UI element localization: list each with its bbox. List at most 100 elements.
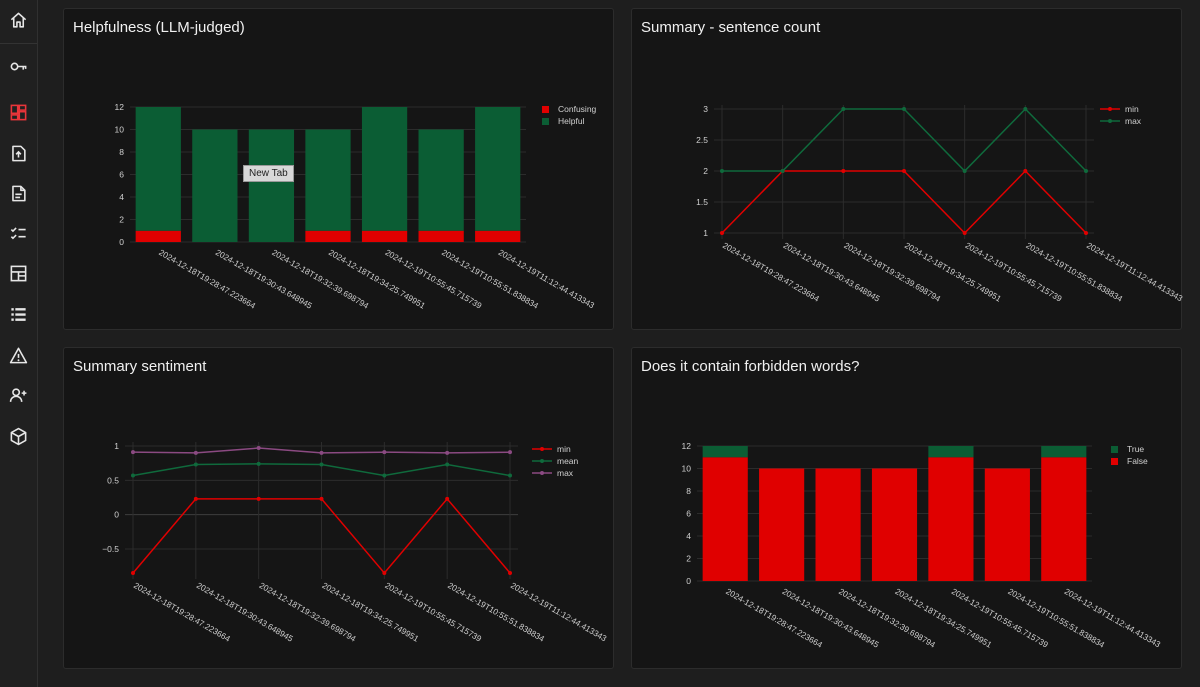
document-icon: [12, 185, 26, 201]
y-tick-label: 0: [686, 576, 691, 586]
nav-alerts[interactable]: [0, 338, 37, 372]
y-tick-label: 6: [686, 509, 691, 519]
panel-title: Does it contain forbidden words?: [641, 358, 860, 375]
bar-confusing: [418, 230, 464, 242]
legend-label: True: [1127, 444, 1144, 454]
point-min: [382, 571, 387, 575]
bar-confusing: [305, 230, 351, 242]
bar-confusing: [135, 230, 181, 242]
legend-label: min: [1125, 104, 1139, 114]
bar-false: [759, 468, 805, 581]
y-tick-label: 2: [119, 215, 124, 225]
point-min: [508, 571, 512, 575]
bar-helpful: [418, 129, 464, 231]
cube-icon: [10, 427, 27, 445]
legend-swatch-marker: [1108, 119, 1112, 123]
panel-title: Helpfulness (LLM-judged): [73, 19, 245, 36]
point-min: [841, 169, 846, 173]
bar-confusing: [475, 230, 521, 242]
x-tick-label: 2024-12-19T10:55:45.715739: [950, 586, 1050, 650]
point-min: [1023, 169, 1028, 173]
point-mean: [319, 462, 324, 467]
point-min: [902, 169, 906, 173]
y-tick-label: 3: [703, 104, 708, 114]
tooltip: New Tab: [243, 165, 294, 182]
legend-label: max: [557, 468, 574, 478]
point-max: [780, 169, 785, 173]
y-tick-label: 2.5: [696, 135, 708, 145]
x-tick-label: 2024-12-19T10:55:51.838834: [1006, 586, 1106, 650]
x-tick-label: 2024-12-19T11:12:44.413343: [1063, 586, 1163, 649]
sentence-count-panel: Summary - sentence count 1 1.5 2 2.5 3 2024-1…: [631, 8, 1183, 330]
point-max: [902, 107, 906, 111]
sentence-count-chart: 11.522.532024-12-18T19:28:47.2236642024-…: [696, 104, 1183, 304]
x-tick-label: 2024-12-19T10:55:45.715739: [384, 247, 484, 311]
nav-home[interactable]: [0, 3, 37, 37]
y-tick-label: 1: [703, 228, 708, 238]
y-tick-label: 12: [115, 102, 125, 112]
point-mean: [131, 473, 135, 478]
bar-false: [1041, 457, 1087, 581]
legend-swatch-marker: [540, 459, 544, 463]
sentiment-chart: −0.500.512024-12-18T19:28:47.2236642024-…: [102, 441, 609, 644]
point-max: [841, 107, 846, 111]
nav-layout[interactable]: [0, 256, 37, 290]
x-tick-label: 2024-12-19T11:12:44.413343: [497, 247, 597, 310]
x-tick-label: 2024-12-18T19:28:47.223664: [157, 247, 257, 311]
sidebar: [0, 0, 38, 687]
layout-icon: [10, 265, 27, 281]
panel-title: Summary sentiment: [73, 358, 207, 375]
sidebar-divider: [0, 43, 37, 44]
bar-false: [702, 457, 748, 581]
point-min: [720, 231, 724, 235]
point-min: [256, 496, 261, 501]
nav-list[interactable]: [0, 297, 37, 331]
y-tick-label: 4: [119, 192, 124, 202]
x-tick-label: 2024-12-19T10:55:51.838834: [440, 247, 540, 311]
point-max: [1084, 169, 1088, 173]
point-max: [193, 450, 198, 455]
nav-keys[interactable]: [0, 49, 37, 83]
x-tick-label: 2024-12-18T19:32:39.698794: [837, 586, 937, 650]
legend-label: mean: [557, 456, 579, 466]
legend-swatch-marker: [540, 447, 544, 451]
nav-upload[interactable]: [0, 136, 37, 170]
x-tick-label: 2024-12-19T10:55:45.715739: [964, 240, 1064, 304]
bar-helpful: [475, 107, 521, 231]
bar-true: [1041, 446, 1087, 458]
point-min: [319, 496, 324, 501]
legend-label: Confusing: [558, 104, 597, 114]
nav-models[interactable]: [0, 419, 37, 453]
y-tick-label: 10: [115, 125, 125, 135]
point-mean: [193, 462, 198, 467]
y-tick-label: 8: [119, 147, 124, 157]
legend-label: min: [557, 444, 571, 454]
nav-dashboard[interactable]: [0, 95, 37, 129]
nav-users[interactable]: [0, 378, 37, 412]
x-tick-label: 2024-12-18T19:32:39.698794: [270, 247, 370, 311]
nav-checks[interactable]: [0, 216, 37, 250]
legend-swatch-marker: [540, 471, 544, 475]
legend-swatch: [1111, 446, 1118, 453]
x-tick-label: 2024-12-19T10:55:51.838834: [1024, 240, 1124, 304]
list-icon: [11, 307, 26, 321]
legend-label: False: [1127, 456, 1148, 466]
x-tick-label: 2024-12-18T19:34:25.749951: [903, 240, 1003, 304]
point-mean: [256, 461, 261, 466]
x-tick-label: 2024-12-18T19:30:43.648945: [781, 586, 881, 650]
key-icon: [10, 62, 27, 70]
forbidden-words-panel: Does it contain forbidden words? 0 2 4 6 8 10…: [631, 347, 1182, 669]
x-tick-label: 2024-12-18T19:28:47.223664: [721, 240, 821, 304]
x-tick-label: 2024-12-18T19:34:25.749951: [327, 247, 427, 311]
point-max: [445, 450, 450, 455]
point-mean: [382, 473, 387, 478]
sentiment-panel: Summary sentiment −0.5 0 0.5 1 2024-12-18T19…: [63, 347, 614, 669]
point-min: [131, 571, 135, 575]
bar-helpful: [135, 107, 181, 231]
y-tick-label: 4: [686, 531, 691, 541]
nav-documents[interactable]: [0, 176, 37, 210]
y-tick-label: 10: [682, 464, 692, 474]
y-tick-label: 0.5: [107, 475, 119, 485]
bar-true: [702, 446, 748, 458]
panel-title: Summary - sentence count: [641, 19, 821, 36]
